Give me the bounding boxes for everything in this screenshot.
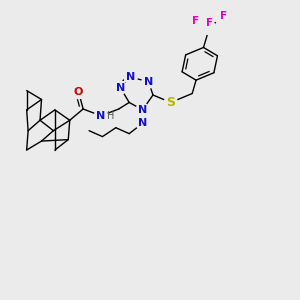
- Circle shape: [164, 96, 177, 109]
- Circle shape: [124, 70, 137, 84]
- Text: N: N: [138, 105, 147, 115]
- Text: N: N: [116, 82, 125, 93]
- Circle shape: [72, 85, 85, 99]
- Text: H: H: [107, 111, 115, 121]
- Text: N: N: [144, 76, 153, 87]
- Circle shape: [136, 117, 149, 130]
- Text: O: O: [74, 87, 83, 97]
- Circle shape: [193, 14, 206, 27]
- Text: F: F: [192, 16, 199, 26]
- Text: S: S: [166, 96, 175, 109]
- Circle shape: [136, 103, 149, 116]
- Text: N: N: [138, 118, 147, 128]
- Text: N: N: [126, 72, 135, 82]
- Text: F: F: [206, 18, 213, 28]
- Circle shape: [142, 75, 155, 88]
- Circle shape: [114, 81, 127, 94]
- Circle shape: [213, 10, 226, 23]
- Circle shape: [203, 22, 216, 35]
- Text: N: N: [96, 111, 106, 121]
- Circle shape: [94, 109, 107, 122]
- Text: F: F: [220, 11, 227, 21]
